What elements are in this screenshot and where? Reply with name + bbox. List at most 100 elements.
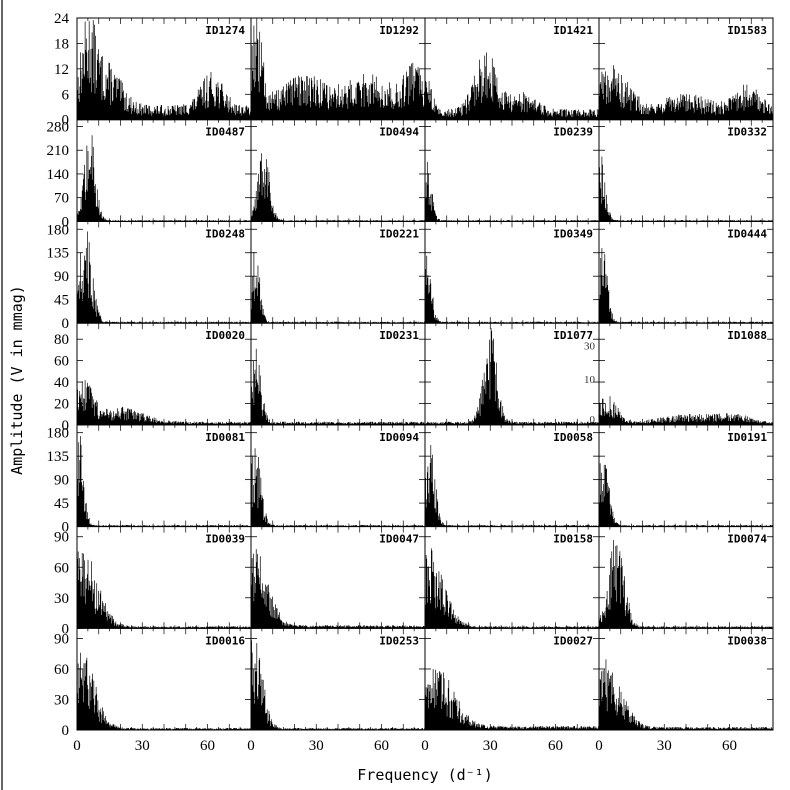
spectrum-ID0239	[425, 161, 599, 222]
spectrum-ID1421	[425, 52, 599, 120]
y-tick-label: 0	[62, 418, 70, 434]
y-tick-label: 24	[54, 11, 70, 27]
y-tick-label: 20	[54, 396, 69, 412]
panel-ID1274: ID1274	[76, 17, 252, 121]
spectrum-ID1274	[77, 20, 251, 120]
panel-ID0444: ID0444	[598, 220, 774, 324]
y-tick-label: 12	[54, 62, 69, 78]
panel-ID0332: ID0332	[598, 119, 774, 222]
panel-label-ID0494: ID0494	[379, 126, 419, 139]
panel-ID0094: ID0094	[250, 424, 426, 528]
panel-label-ID1088: ID1088	[727, 329, 767, 342]
spectrum-ID0191	[599, 463, 773, 527]
x-tick-label: 30	[483, 738, 498, 754]
panel-label-ID0444: ID0444	[727, 227, 767, 240]
panel-ID0058: ID0058	[424, 424, 600, 528]
spectrum-ID0444	[599, 248, 773, 324]
panel-label-ID0016: ID0016	[205, 634, 245, 647]
spectrum-ID0094	[251, 448, 425, 527]
x-tick-label: 30	[309, 738, 324, 754]
panel-ID0081: ID0081	[76, 424, 252, 528]
y-tick-label: 30	[54, 692, 69, 708]
panel-ID1292: ID1292	[250, 17, 426, 121]
y-tick-label: 210	[47, 143, 70, 159]
y-tick-label: 180	[47, 222, 70, 238]
panel-ID0158: ID0158	[424, 526, 600, 629]
y-tick-label: 0	[62, 723, 70, 739]
x-tick-label: 0	[595, 738, 603, 754]
y-tick-label: 90	[54, 269, 69, 285]
spectrum-ID0494	[251, 153, 425, 222]
x-tick-label: 0	[421, 738, 429, 754]
y-tick-label: 135	[47, 246, 70, 262]
spectrum-ID0248	[77, 231, 251, 324]
panel-ID1088: ID1088	[598, 322, 774, 426]
axes-layer: 3010006121824070140210280045901351800204…	[47, 11, 738, 754]
y-tick-label: 40	[54, 375, 69, 391]
panel-label-ID0047: ID0047	[379, 533, 419, 546]
panel-ID0221: ID0221	[250, 220, 426, 324]
y-tick-label: 6	[62, 87, 70, 103]
spectrum-ID0027	[425, 669, 599, 730]
y-tick-label: 80	[54, 332, 69, 348]
panel-label-ID0487: ID0487	[205, 126, 245, 139]
panel-label-ID0332: ID0332	[727, 126, 767, 139]
panel-ID0020: ID0020	[76, 322, 252, 426]
x-tick-label: 30	[657, 738, 672, 754]
spectrum-ID1583	[599, 65, 773, 120]
panel-ID0038: ID0038	[598, 627, 774, 731]
panel-ID0039: ID0039	[76, 526, 252, 629]
spectrum-ID0039	[77, 551, 251, 629]
panel-ID0016: ID0016	[76, 627, 252, 731]
panel-ID0494: ID0494	[250, 119, 426, 222]
y-tick-label: 60	[54, 662, 69, 678]
panel-label-ID0094: ID0094	[379, 431, 419, 444]
panel-label-ID0191: ID0191	[727, 431, 767, 444]
spectrum-ID1077	[425, 328, 599, 425]
panel-label-ID0239: ID0239	[553, 126, 593, 139]
panel-ID1077: ID1077	[424, 322, 600, 426]
panel-ID0349: ID0349	[424, 220, 600, 324]
x-tick-label: 60	[200, 738, 215, 754]
spectrum-ID0016	[77, 652, 251, 730]
x-tick-label: 0	[73, 738, 81, 754]
spectrum-ID0332	[599, 156, 773, 222]
y-tick-label: 0	[62, 214, 70, 230]
panels-layer: ID1274 ID1292 ID1421 ID1583 ID0487 ID0494 ID02…	[76, 17, 774, 731]
y-tick-label: 180	[47, 426, 70, 442]
panel-ID0027: ID0027	[424, 627, 600, 731]
spectrum-ID1292	[251, 18, 425, 120]
y-tick-label: 140	[47, 167, 70, 183]
spectrum-ID1088	[599, 396, 773, 425]
panel-ID0248: ID0248	[76, 220, 252, 324]
panel-label-ID1077: ID1077	[553, 329, 593, 342]
spectrum-ID0074	[599, 540, 773, 629]
inset-tick-label: 30	[584, 341, 596, 353]
panel-ID0487: ID0487	[76, 119, 252, 222]
x-tick-label: 30	[135, 738, 150, 754]
panel-label-ID0248: ID0248	[205, 227, 245, 240]
panel-label-ID0074: ID0074	[727, 533, 767, 546]
x-tick-label: 60	[722, 738, 737, 754]
spectrum-ID0231	[251, 348, 425, 425]
panel-label-ID0058: ID0058	[553, 431, 593, 444]
spectrum-ID0047	[251, 549, 425, 629]
panel-label-ID0349: ID0349	[553, 227, 593, 240]
x-axis-title: Frequency (d⁻¹)	[357, 766, 492, 784]
panel-ID0074: ID0074	[598, 526, 774, 629]
panel-label-ID0221: ID0221	[379, 227, 419, 240]
panel-label-ID0020: ID0020	[205, 329, 245, 342]
y-tick-label: 30	[54, 591, 69, 607]
panel-label-ID1421: ID1421	[553, 24, 593, 37]
y-tick-label: 60	[54, 560, 69, 576]
y-tick-label: 45	[54, 496, 69, 512]
y-tick-label: 0	[62, 113, 70, 129]
panel-label-ID0158: ID0158	[553, 533, 593, 546]
y-tick-label: 280	[47, 119, 70, 135]
y-axis-title: Amplitude (V in mmag)	[8, 285, 26, 475]
panel-ID1421: ID1421	[424, 17, 600, 121]
panel-label-ID0081: ID0081	[205, 431, 245, 444]
x-tick-label: 60	[548, 738, 563, 754]
spectrum-ID0081	[77, 436, 251, 527]
